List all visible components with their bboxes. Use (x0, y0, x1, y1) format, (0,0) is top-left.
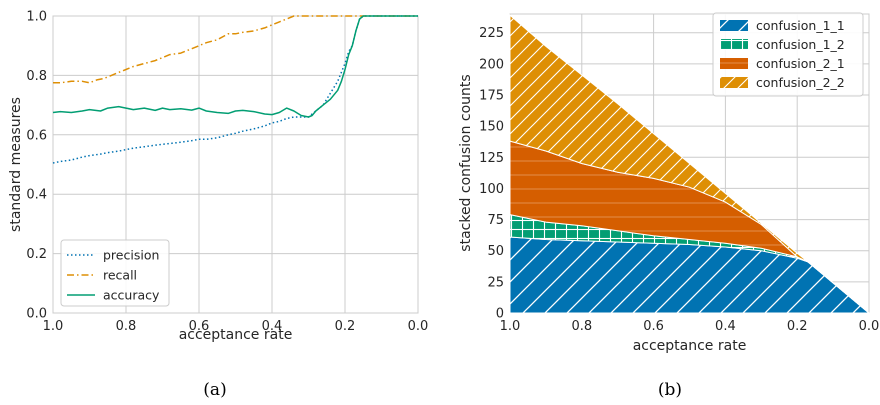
x-ticks-b: 1.0 0.8 0.6 0.4 0.2 0.0 (500, 319, 880, 334)
x-tick-label: 0.6 (189, 319, 210, 334)
grid-a (52, 15, 419, 314)
y-tick-label: 200 (479, 57, 504, 72)
x-tick-label: 0.2 (787, 319, 808, 334)
x-tick-label: 0.8 (571, 319, 592, 334)
x-tick-label: 0.0 (408, 319, 429, 334)
area-hatch-confusion_1_2 (510, 214, 869, 313)
x-tick-label: 1.0 (43, 319, 64, 334)
x-axis-label-b: acceptance rate (633, 338, 747, 354)
series-line-recall (53, 15, 418, 84)
legend-swatch-hatch-confusion_2_2 (720, 77, 748, 88)
legend-box-b (712, 12, 864, 97)
caption-b: (b) (658, 380, 682, 400)
legend-swatch-hatch-confusion_1_2 (720, 39, 748, 50)
x-ticks-a: 1.0 0.8 0.6 0.4 0.2 0.0 (43, 319, 429, 334)
y-ticks-a: 0.0 0.2 0.4 0.6 0.8 1.0 (26, 10, 47, 322)
y-tick-label: 0.6 (26, 128, 47, 143)
y-tick-label: 175 (479, 88, 504, 103)
legend-b: confusion_1_1 confusion_1_2 confusion_2_1c… (712, 12, 864, 97)
series-line-precision (52, 15, 418, 164)
x-tick-label: 1.0 (500, 319, 521, 334)
y-tick-label: 1.0 (26, 10, 47, 25)
y-tick-label: 0.8 (26, 69, 47, 84)
y-ticks-b: 0 25 50 75 100 125 150 175 200 225 (479, 26, 504, 321)
y-axis-label-a: standard measures (8, 97, 24, 232)
x-tick-label: 0.6 (643, 319, 664, 334)
x-tick-label: 0.8 (116, 319, 137, 334)
legend-label-recall: recall (103, 268, 137, 283)
panel-b: 1.0 0.8 0.6 0.4 0.2 0.0 0 25 50 75 100 125 150 175 20… (458, 12, 880, 400)
caption-a: (a) (203, 380, 226, 400)
area-hatch-confusion_2_1 (510, 141, 869, 313)
y-tick-label: 100 (479, 182, 504, 197)
legend-a: precision recall accuracy (60, 239, 170, 307)
legend-swatch-hatch-confusion_2_1 (720, 58, 748, 69)
legend-label-confusion_2_1: confusion_2_1 (756, 56, 845, 71)
x-axis-label-a: acceptance rate (179, 327, 293, 343)
y-tick-label: 150 (479, 120, 504, 135)
panel-a: 1.0 0.8 0.6 0.4 0.2 0.0 0.0 0.2 0.4 0.6 0.8 1.0 ac… (8, 10, 428, 401)
legend-label-confusion_1_1: confusion_1_1 (756, 18, 845, 33)
series-lines-a (52, 15, 418, 164)
legend-label-confusion_2_2: confusion_2_2 (756, 75, 845, 90)
y-tick-label: 50 (487, 244, 504, 259)
y-tick-label: 0.2 (26, 247, 47, 262)
area-hatch-confusion_1_1 (510, 237, 869, 313)
stacked-areas-b (509, 14, 871, 314)
y-tick-label: 225 (479, 26, 504, 41)
legend-box-a (60, 239, 170, 307)
y-tick-label: 0.0 (26, 307, 47, 322)
y-tick-label: 25 (487, 275, 504, 290)
y-tick-label: 0.4 (26, 188, 47, 203)
legend-label-confusion_1_2: confusion_1_2 (756, 37, 845, 52)
x-tick-label: 0.4 (262, 319, 283, 334)
legend-label-accuracy: accuracy (103, 288, 160, 303)
series-line-accuracy (52, 15, 418, 118)
y-axis-label-b: stacked confusion counts (458, 74, 474, 251)
x-tick-label: 0.4 (715, 319, 736, 334)
legend-swatch-hatch-confusion_1_1 (720, 20, 748, 31)
y-tick-label: 125 (479, 151, 504, 166)
legend-label-precision: precision (103, 248, 159, 263)
area-hatch-confusion_2_2 (510, 15, 869, 313)
x-tick-label: 0.0 (859, 319, 880, 334)
y-tick-label: 75 (487, 213, 504, 228)
y-tick-label: 0 (496, 307, 504, 322)
x-tick-label: 0.2 (335, 319, 356, 334)
